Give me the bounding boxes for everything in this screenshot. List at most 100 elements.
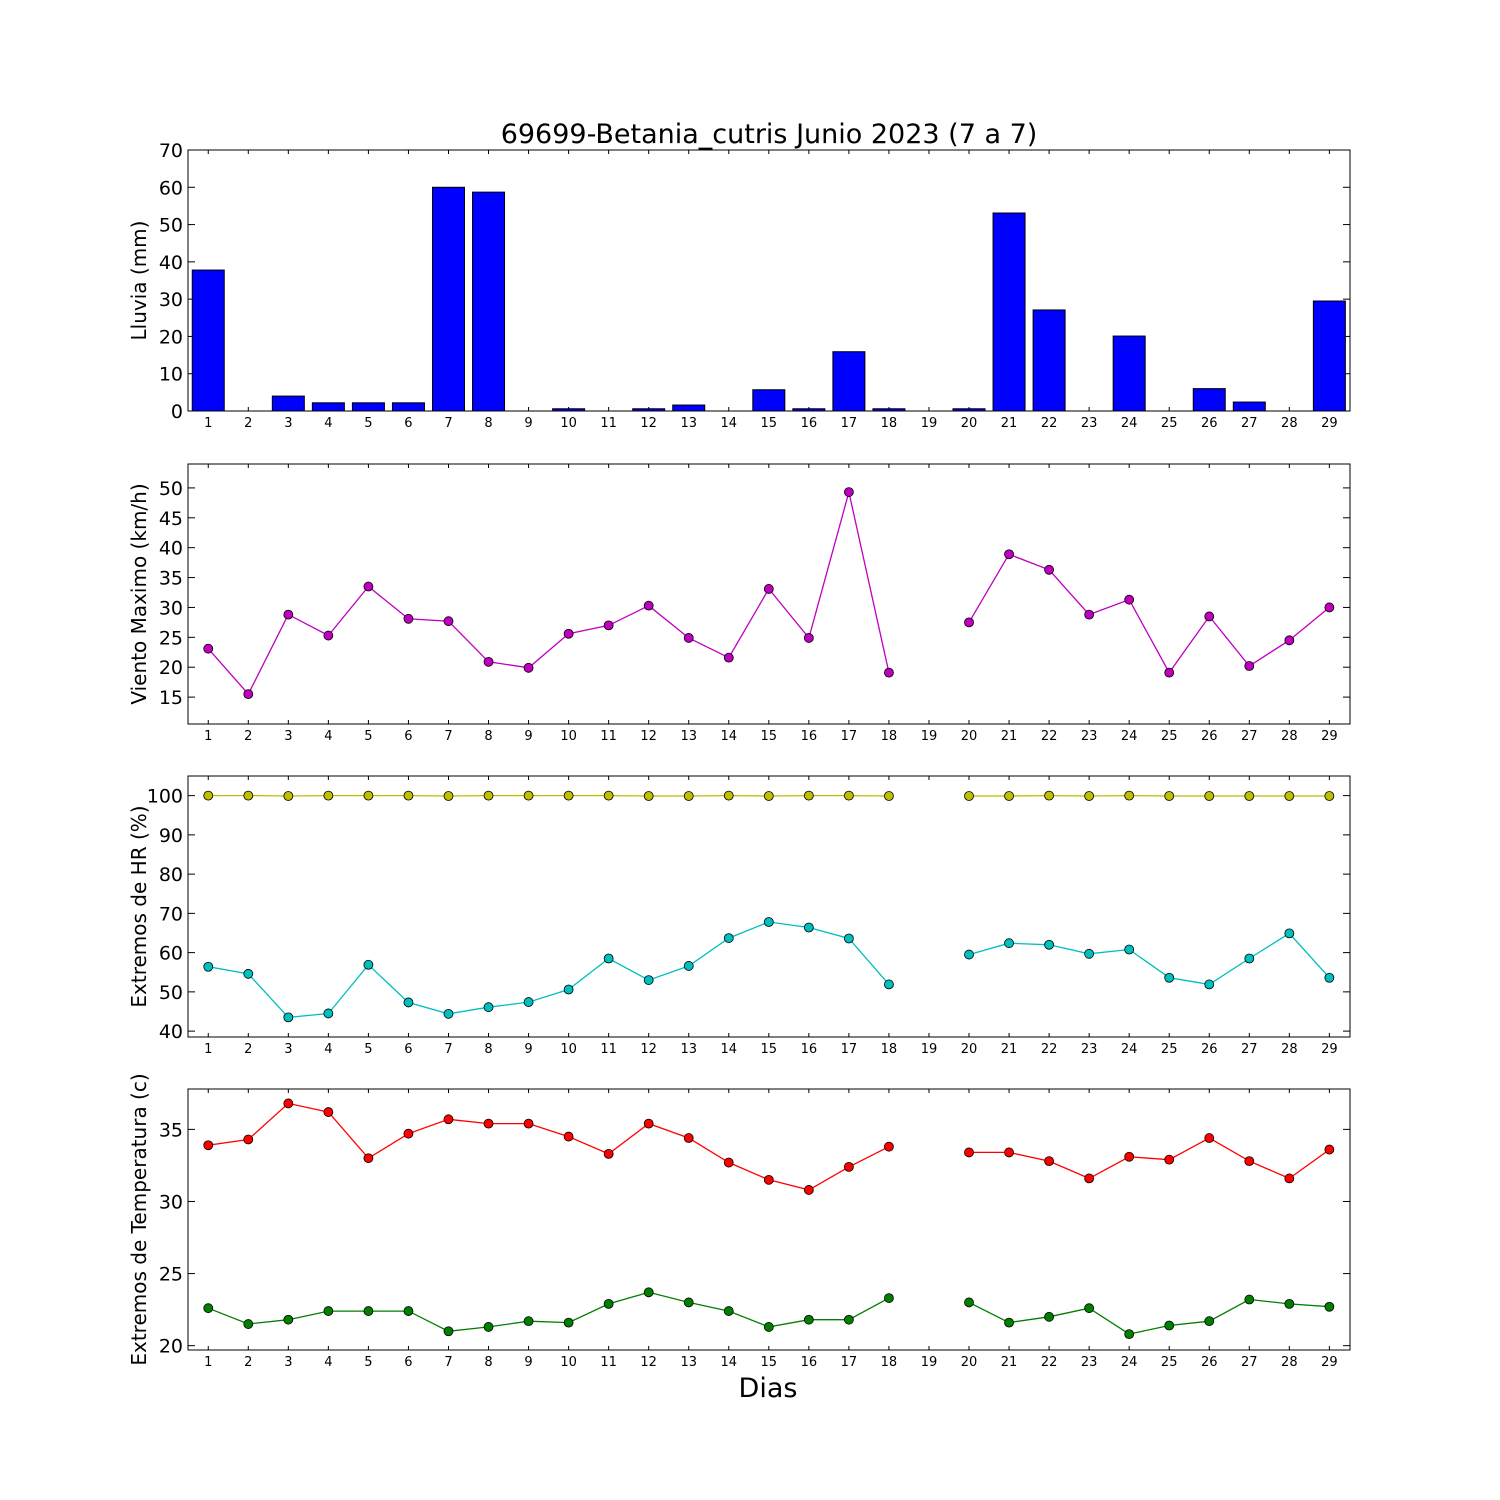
x-tick-label: 12 bbox=[640, 1355, 657, 1370]
bar bbox=[552, 408, 586, 412]
x-tick-label: 23 bbox=[1081, 416, 1098, 431]
data-point bbox=[1124, 944, 1135, 955]
x-tick-label: 10 bbox=[560, 1042, 577, 1057]
data-point bbox=[1164, 667, 1175, 678]
y-tick-label: 50 bbox=[159, 982, 183, 1004]
data-point bbox=[803, 790, 814, 801]
data-point bbox=[1284, 635, 1295, 646]
bar bbox=[1032, 309, 1066, 412]
y-tick-label: 25 bbox=[159, 1264, 183, 1286]
series-line bbox=[968, 553, 1330, 674]
data-point bbox=[1164, 972, 1175, 983]
x-tick-label: 26 bbox=[1201, 416, 1218, 431]
data-point bbox=[1044, 939, 1054, 950]
data-point bbox=[403, 997, 414, 1008]
data-point bbox=[203, 790, 214, 801]
data-point bbox=[1004, 1147, 1014, 1158]
x-tick-label: 19 bbox=[921, 729, 938, 744]
x-tick-label: 29 bbox=[1321, 1355, 1338, 1370]
x-tick-label: 3 bbox=[284, 729, 292, 744]
data-point bbox=[1244, 1294, 1255, 1305]
bar bbox=[832, 351, 866, 412]
x-tick-label: 5 bbox=[364, 1042, 372, 1057]
x-tick-label: 19 bbox=[921, 1355, 938, 1370]
bar bbox=[672, 404, 706, 412]
data-point bbox=[363, 790, 374, 801]
data-point bbox=[1324, 1144, 1335, 1155]
data-point bbox=[1044, 790, 1054, 801]
x-tick-label: 6 bbox=[404, 1042, 412, 1057]
x-tick-label: 9 bbox=[524, 1355, 532, 1370]
y-tick-label: 30 bbox=[159, 1191, 183, 1213]
y-tick-label: 0 bbox=[171, 401, 183, 423]
data-point bbox=[283, 609, 294, 620]
bar bbox=[391, 402, 425, 412]
bar bbox=[632, 408, 666, 412]
data-point bbox=[1284, 791, 1295, 801]
data-point bbox=[563, 628, 574, 639]
data-point bbox=[1204, 791, 1215, 801]
data-point bbox=[523, 662, 534, 673]
x-tick-label: 14 bbox=[720, 1042, 737, 1057]
x-axis-label: Dias bbox=[739, 1373, 798, 1404]
x-tick-label: 20 bbox=[961, 1355, 978, 1370]
x-tick-label: 1 bbox=[204, 729, 212, 744]
data-point bbox=[323, 630, 334, 641]
x-tick-label: 20 bbox=[961, 729, 978, 744]
x-tick-label: 10 bbox=[560, 729, 577, 744]
y-tick-label: 40 bbox=[159, 538, 183, 560]
data-point bbox=[843, 790, 854, 801]
data-point bbox=[643, 600, 654, 611]
data-point bbox=[243, 790, 254, 801]
data-point bbox=[603, 1298, 614, 1309]
data-point bbox=[1204, 1133, 1215, 1143]
data-point bbox=[843, 487, 854, 497]
data-point bbox=[203, 961, 214, 972]
x-tick-label: 21 bbox=[1001, 1042, 1018, 1057]
x-tick-label: 5 bbox=[364, 1355, 372, 1370]
data-point bbox=[1204, 979, 1215, 990]
x-tick-label: 17 bbox=[841, 1355, 858, 1370]
x-tick-label: 22 bbox=[1041, 416, 1058, 431]
bar bbox=[792, 408, 826, 412]
data-point bbox=[763, 584, 774, 594]
data-point bbox=[964, 949, 974, 960]
data-point bbox=[1084, 609, 1095, 620]
x-tick-label: 5 bbox=[364, 729, 372, 744]
data-point bbox=[683, 961, 694, 971]
x-tick-label: 26 bbox=[1201, 729, 1218, 744]
x-tick-label: 25 bbox=[1161, 1042, 1178, 1057]
data-point bbox=[763, 791, 774, 801]
data-point bbox=[1324, 1301, 1335, 1312]
series-line bbox=[208, 1291, 890, 1332]
x-tick-label: 7 bbox=[444, 1042, 452, 1057]
data-point bbox=[1164, 1154, 1175, 1165]
data-point bbox=[523, 1118, 534, 1129]
data-point bbox=[683, 1297, 694, 1308]
data-point bbox=[884, 1293, 894, 1303]
data-point bbox=[803, 1185, 814, 1195]
x-tick-label: 27 bbox=[1241, 416, 1258, 431]
data-point bbox=[243, 968, 254, 979]
x-tick-label: 6 bbox=[404, 1355, 412, 1370]
data-point bbox=[683, 791, 694, 801]
data-point bbox=[1004, 791, 1014, 801]
data-point bbox=[403, 613, 414, 624]
data-point bbox=[323, 1008, 334, 1019]
data-point bbox=[523, 1316, 534, 1327]
x-tick-label: 27 bbox=[1241, 1355, 1258, 1370]
data-point bbox=[563, 790, 574, 801]
data-point bbox=[763, 917, 774, 927]
x-tick-label: 28 bbox=[1281, 1042, 1298, 1057]
x-tick-label: 7 bbox=[444, 1355, 452, 1370]
bar bbox=[431, 186, 465, 412]
x-tick-label: 6 bbox=[404, 729, 412, 744]
data-point bbox=[1324, 791, 1335, 801]
y-tick-label: 50 bbox=[159, 215, 183, 237]
y-tick-label: 80 bbox=[159, 864, 183, 886]
x-tick-label: 2 bbox=[244, 1355, 252, 1370]
y-axis-label: Extremos de Temperatura (c) bbox=[127, 1073, 151, 1365]
x-tick-label: 13 bbox=[680, 1355, 697, 1370]
